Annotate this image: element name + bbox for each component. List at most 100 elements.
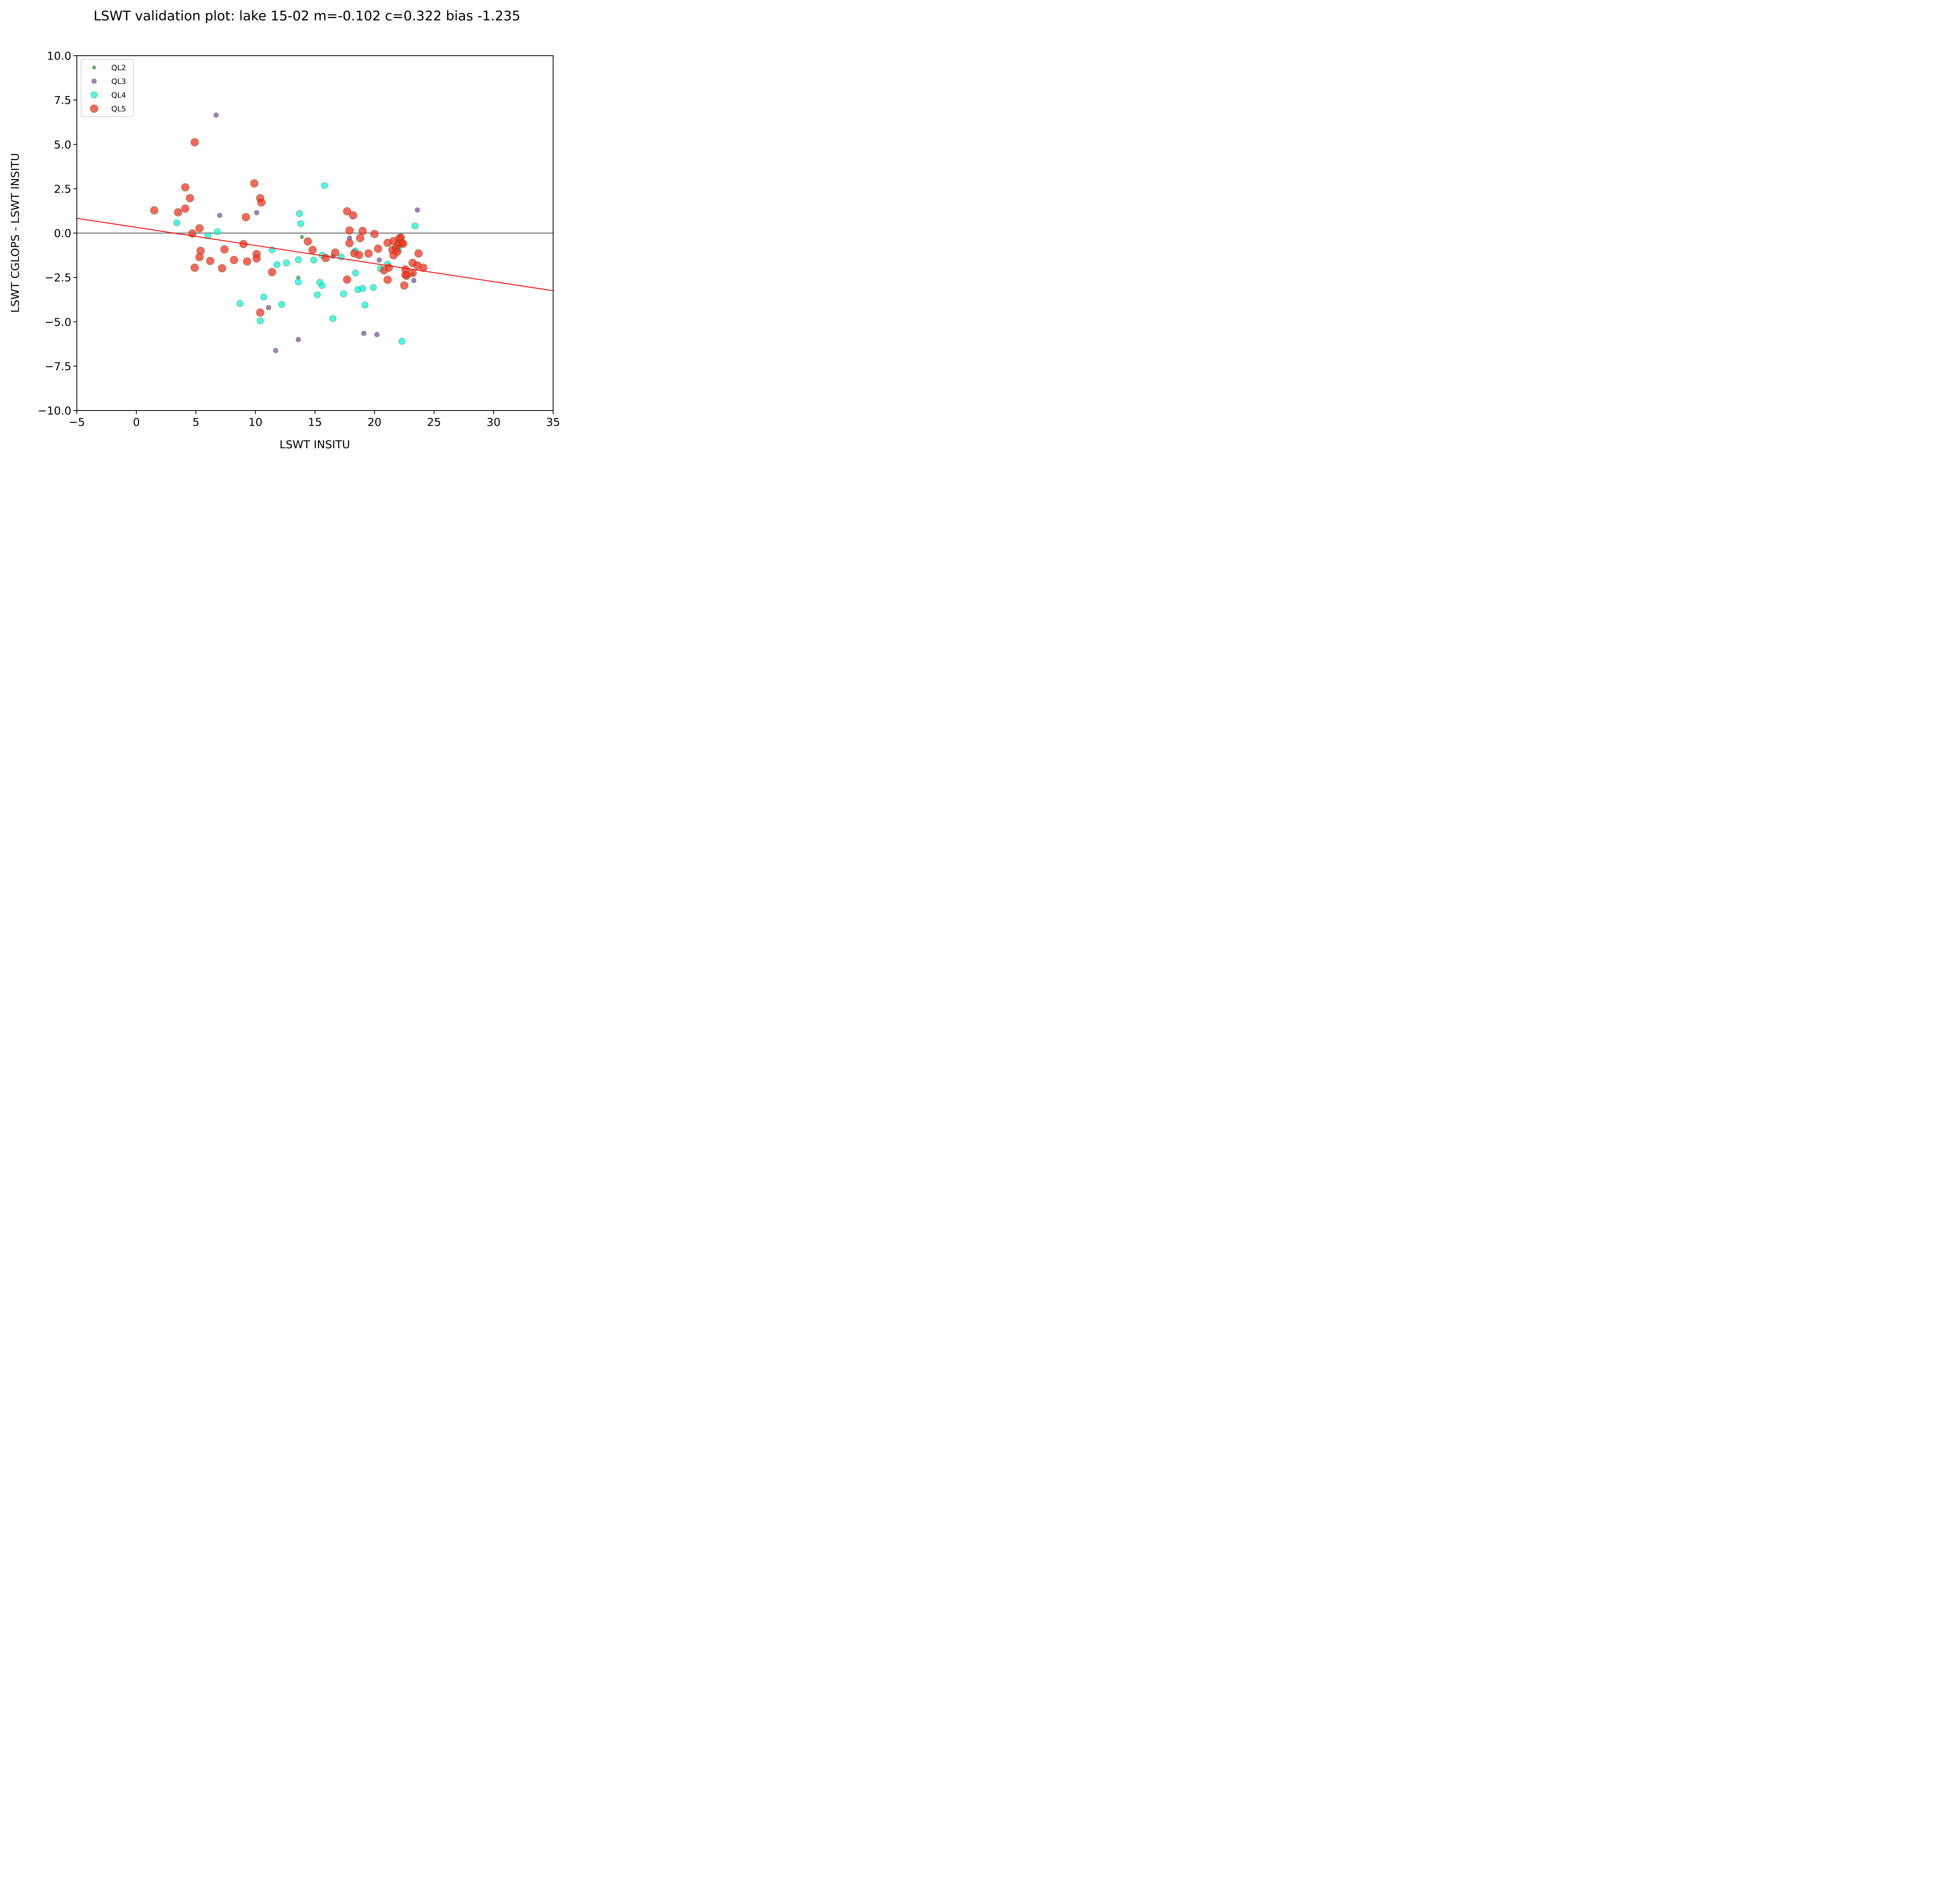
regression-line — [76, 218, 554, 291]
y-tick-label: 5.0 — [54, 138, 71, 151]
data-point-ql3 — [254, 210, 260, 215]
data-point-ql4 — [273, 261, 280, 268]
data-point-ql4 — [204, 232, 211, 239]
data-point-ql4 — [257, 318, 264, 324]
data-point-ql5 — [343, 207, 351, 216]
data-point-ql5 — [414, 249, 423, 258]
data-point-ql5 — [220, 245, 229, 254]
data-point-ql3 — [374, 332, 379, 337]
data-point-ql5 — [241, 213, 250, 222]
data-point-ql5 — [349, 211, 358, 220]
legend-label-ql4: QL4 — [111, 91, 126, 100]
x-axis-label: LSWT INSITU — [279, 438, 350, 451]
data-point-ql2 — [300, 235, 304, 239]
x-tick-label: 35 — [546, 416, 560, 429]
data-point-ql4 — [398, 338, 405, 345]
y-tick-label: −2.5 — [45, 271, 71, 284]
data-point-ql3 — [377, 257, 382, 263]
data-point-ql4 — [283, 260, 290, 266]
data-point-ql5 — [252, 254, 261, 263]
y-tick-label: 7.5 — [54, 94, 71, 107]
data-point-ql3 — [266, 305, 271, 310]
x-tick-label: −5 — [69, 416, 85, 429]
data-point-ql5 — [383, 276, 392, 284]
legend-label-ql3: QL3 — [111, 77, 126, 86]
data-point-ql4 — [329, 315, 336, 322]
data-point-ql3 — [296, 337, 301, 342]
data-point-ql4 — [352, 269, 359, 276]
data-point-ql4 — [260, 294, 267, 300]
data-point-ql3 — [411, 278, 417, 283]
y-tick-label: −10.0 — [38, 404, 71, 417]
data-point-ql5 — [364, 249, 373, 258]
x-tick-label: 5 — [192, 416, 200, 429]
y-tick-label: 2.5 — [54, 182, 71, 195]
data-point-ql4 — [295, 256, 302, 263]
x-tick-label: 25 — [427, 416, 441, 429]
data-point-ql4 — [295, 278, 302, 285]
data-point-ql4 — [236, 300, 243, 307]
legend-items: QL2 QL3 QL4 QL5 — [90, 64, 126, 113]
y-axis-ticks: −10.0 −7.5 −5.0 −2.5 0.0 2.5 5.0 7.5 10.0 — [38, 49, 77, 417]
data-point-ql3 — [361, 331, 367, 336]
data-point-ql4 — [314, 291, 321, 298]
data-point-ql4 — [297, 220, 304, 227]
data-point-ql5 — [243, 257, 251, 266]
data-point-ql5 — [321, 254, 330, 262]
data-point-ql4 — [359, 285, 366, 292]
data-point-ql5 — [181, 183, 189, 192]
data-point-ql5 — [218, 264, 226, 272]
data-point-ql4 — [214, 228, 221, 235]
legend-marker-ql3 — [91, 78, 97, 84]
data-point-ql5 — [309, 246, 317, 254]
scatter-chart: LSWT validation plot: lake 15-02 m=-0.10… — [0, 0, 606, 455]
y-tick-label: −5.0 — [45, 316, 71, 329]
data-point-ql4 — [370, 284, 377, 291]
data-point-ql5 — [393, 247, 401, 256]
data-point-ql5 — [356, 234, 365, 242]
data-point-ql5 — [195, 253, 204, 261]
x-tick-label: 0 — [133, 416, 140, 429]
x-tick-label: 30 — [486, 416, 501, 429]
data-point-ql5 — [174, 208, 182, 216]
data-point-ql3 — [213, 113, 219, 118]
data-point-ql5 — [256, 308, 265, 317]
data-point-ql3 — [273, 348, 278, 353]
data-point-ql5 — [399, 240, 407, 248]
data-point-ql4 — [310, 256, 317, 263]
data-point-ql3 — [415, 207, 420, 213]
data-point-ql5 — [408, 269, 417, 277]
data-point-ql5 — [257, 198, 266, 207]
y-tick-label: −7.5 — [45, 360, 71, 373]
data-point-ql4 — [412, 223, 419, 229]
data-point-ql5 — [345, 239, 354, 247]
data-point-ql4 — [321, 182, 328, 189]
data-point-ql5 — [186, 194, 194, 202]
x-tick-label: 10 — [249, 416, 263, 429]
data-point-ql5 — [191, 263, 199, 272]
data-point-ql4 — [296, 210, 303, 217]
data-point-ql4 — [173, 219, 180, 226]
data-point-ql5 — [343, 275, 351, 284]
legend-label-ql2: QL2 — [111, 64, 126, 72]
data-point-ql5 — [374, 244, 382, 253]
data-point-ql5 — [268, 268, 276, 276]
data-point-ql5 — [303, 237, 312, 246]
y-tick-label: 10.0 — [47, 49, 71, 62]
legend-marker-ql5 — [90, 104, 98, 113]
data-point-ql5 — [400, 281, 408, 290]
legend-marker-ql4 — [91, 91, 98, 98]
legend: QL2 QL3 QL4 QL5 — [81, 59, 134, 117]
data-points-layer — [150, 113, 428, 353]
data-point-ql5 — [419, 263, 428, 272]
data-point-ql5 — [370, 230, 379, 238]
legend-label-ql5: QL5 — [111, 105, 126, 113]
data-point-ql5 — [358, 227, 367, 235]
data-point-ql5 — [195, 224, 204, 233]
x-tick-label: 15 — [308, 416, 322, 429]
data-point-ql5 — [345, 226, 354, 235]
series-ql5 — [150, 138, 428, 317]
data-point-ql5 — [150, 206, 158, 214]
data-point-ql4 — [361, 302, 368, 309]
data-point-ql3 — [217, 213, 222, 218]
